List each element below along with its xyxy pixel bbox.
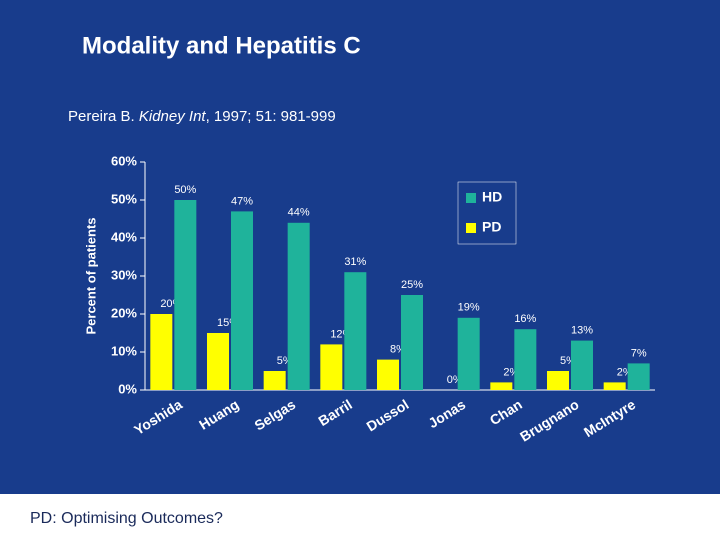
bar <box>174 200 197 390</box>
footer-box <box>0 494 720 540</box>
data-label: 16% <box>514 313 536 325</box>
legend-swatch <box>466 193 476 203</box>
bar <box>490 382 513 390</box>
y-tick-label: 60% <box>111 153 137 168</box>
bar <box>287 222 310 390</box>
y-tick-label: 40% <box>111 229 137 244</box>
bar <box>231 211 253 390</box>
bar <box>514 329 537 390</box>
bar <box>320 344 343 390</box>
citation: Pereira B. Kidney Int, 1997; 51: 981-999 <box>68 108 336 125</box>
bar <box>571 340 593 390</box>
data-label: 19% <box>458 302 480 314</box>
citation-journal: Kidney Int <box>139 108 207 125</box>
bar <box>150 314 173 390</box>
y-tick-label: 50% <box>111 191 137 206</box>
citation-author: Pereira B. <box>68 108 139 125</box>
y-axis-label: Percent of patients <box>83 217 98 334</box>
bar <box>207 333 229 390</box>
y-tick-label: 20% <box>111 305 137 320</box>
legend-box <box>457 181 517 245</box>
legend-label: HD <box>482 189 502 205</box>
data-label: 25% <box>401 279 423 291</box>
bar <box>377 359 399 390</box>
data-label: 50% <box>174 184 196 196</box>
y-tick-label: 0% <box>118 381 137 396</box>
slide-title: Modality and Hepatitis C <box>82 32 361 59</box>
data-label: 47% <box>231 195 253 207</box>
y-tick-label: 30% <box>111 267 137 282</box>
data-label: 31% <box>344 256 366 268</box>
data-label: 44% <box>288 207 310 219</box>
citation-rest: , 1997; 51: 981-999 <box>206 108 336 125</box>
legend-swatch <box>466 223 476 233</box>
bar <box>457 317 480 390</box>
bar <box>263 371 286 390</box>
data-label: 13% <box>571 325 593 337</box>
bar <box>547 371 569 390</box>
legend-label: PD <box>482 219 501 235</box>
bar <box>344 272 367 390</box>
bar <box>627 363 650 390</box>
footer: PD: Optimising Outcomes? <box>30 510 223 527</box>
bar <box>401 295 423 390</box>
bar <box>603 382 626 390</box>
y-tick-label: 10% <box>111 343 137 358</box>
data-label: 7% <box>631 347 647 359</box>
